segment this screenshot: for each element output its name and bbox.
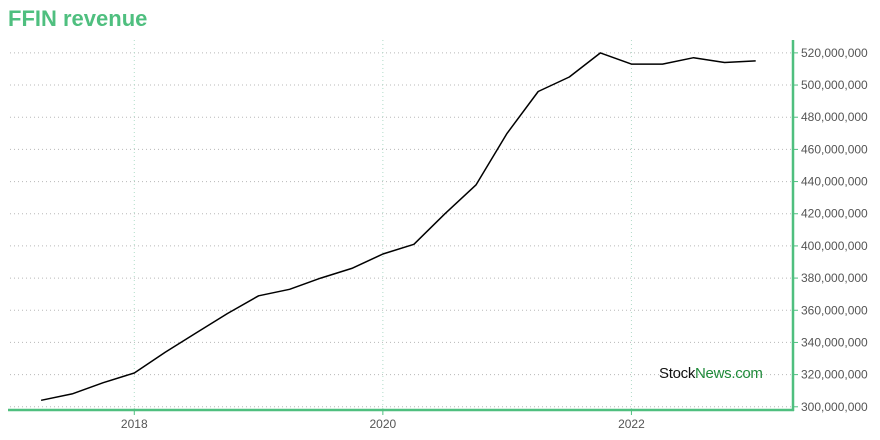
revenue-series-line xyxy=(40,52,756,402)
chart-title: FFIN revenue xyxy=(8,6,148,31)
x-tick-label: 2022 xyxy=(618,417,645,431)
y-tick-label: 360,000,000 xyxy=(801,303,868,317)
y-tick-label: 420,000,000 xyxy=(801,207,868,221)
tick-labels: 300,000,000 320,000,000 340,000,000 360,000… xyxy=(121,46,868,431)
watermark: StockNews.com xyxy=(659,365,763,382)
y-tick-label: 320,000,000 xyxy=(801,368,868,382)
y-tick-label: 380,000,000 xyxy=(801,271,868,285)
y-tick-label: 300,000,000 xyxy=(801,400,868,414)
x-tick-label: 2020 xyxy=(370,417,397,431)
y-tick-label: 400,000,000 xyxy=(801,239,868,253)
y-tick-label: 480,000,000 xyxy=(801,110,868,124)
y-tick-label: 500,000,000 xyxy=(801,78,868,92)
watermark-news: News.com xyxy=(695,365,763,382)
axes xyxy=(8,40,798,415)
y-tick-label: 440,000,000 xyxy=(801,175,868,189)
x-tick-label: 2018 xyxy=(121,417,148,431)
series-group xyxy=(40,52,756,402)
y-tick-label: 460,000,000 xyxy=(801,142,868,156)
grid-lines xyxy=(10,40,793,410)
watermark-stock: Stock xyxy=(659,365,696,382)
y-tick-label: 520,000,000 xyxy=(801,46,868,60)
y-tick-label: 340,000,000 xyxy=(801,335,868,349)
